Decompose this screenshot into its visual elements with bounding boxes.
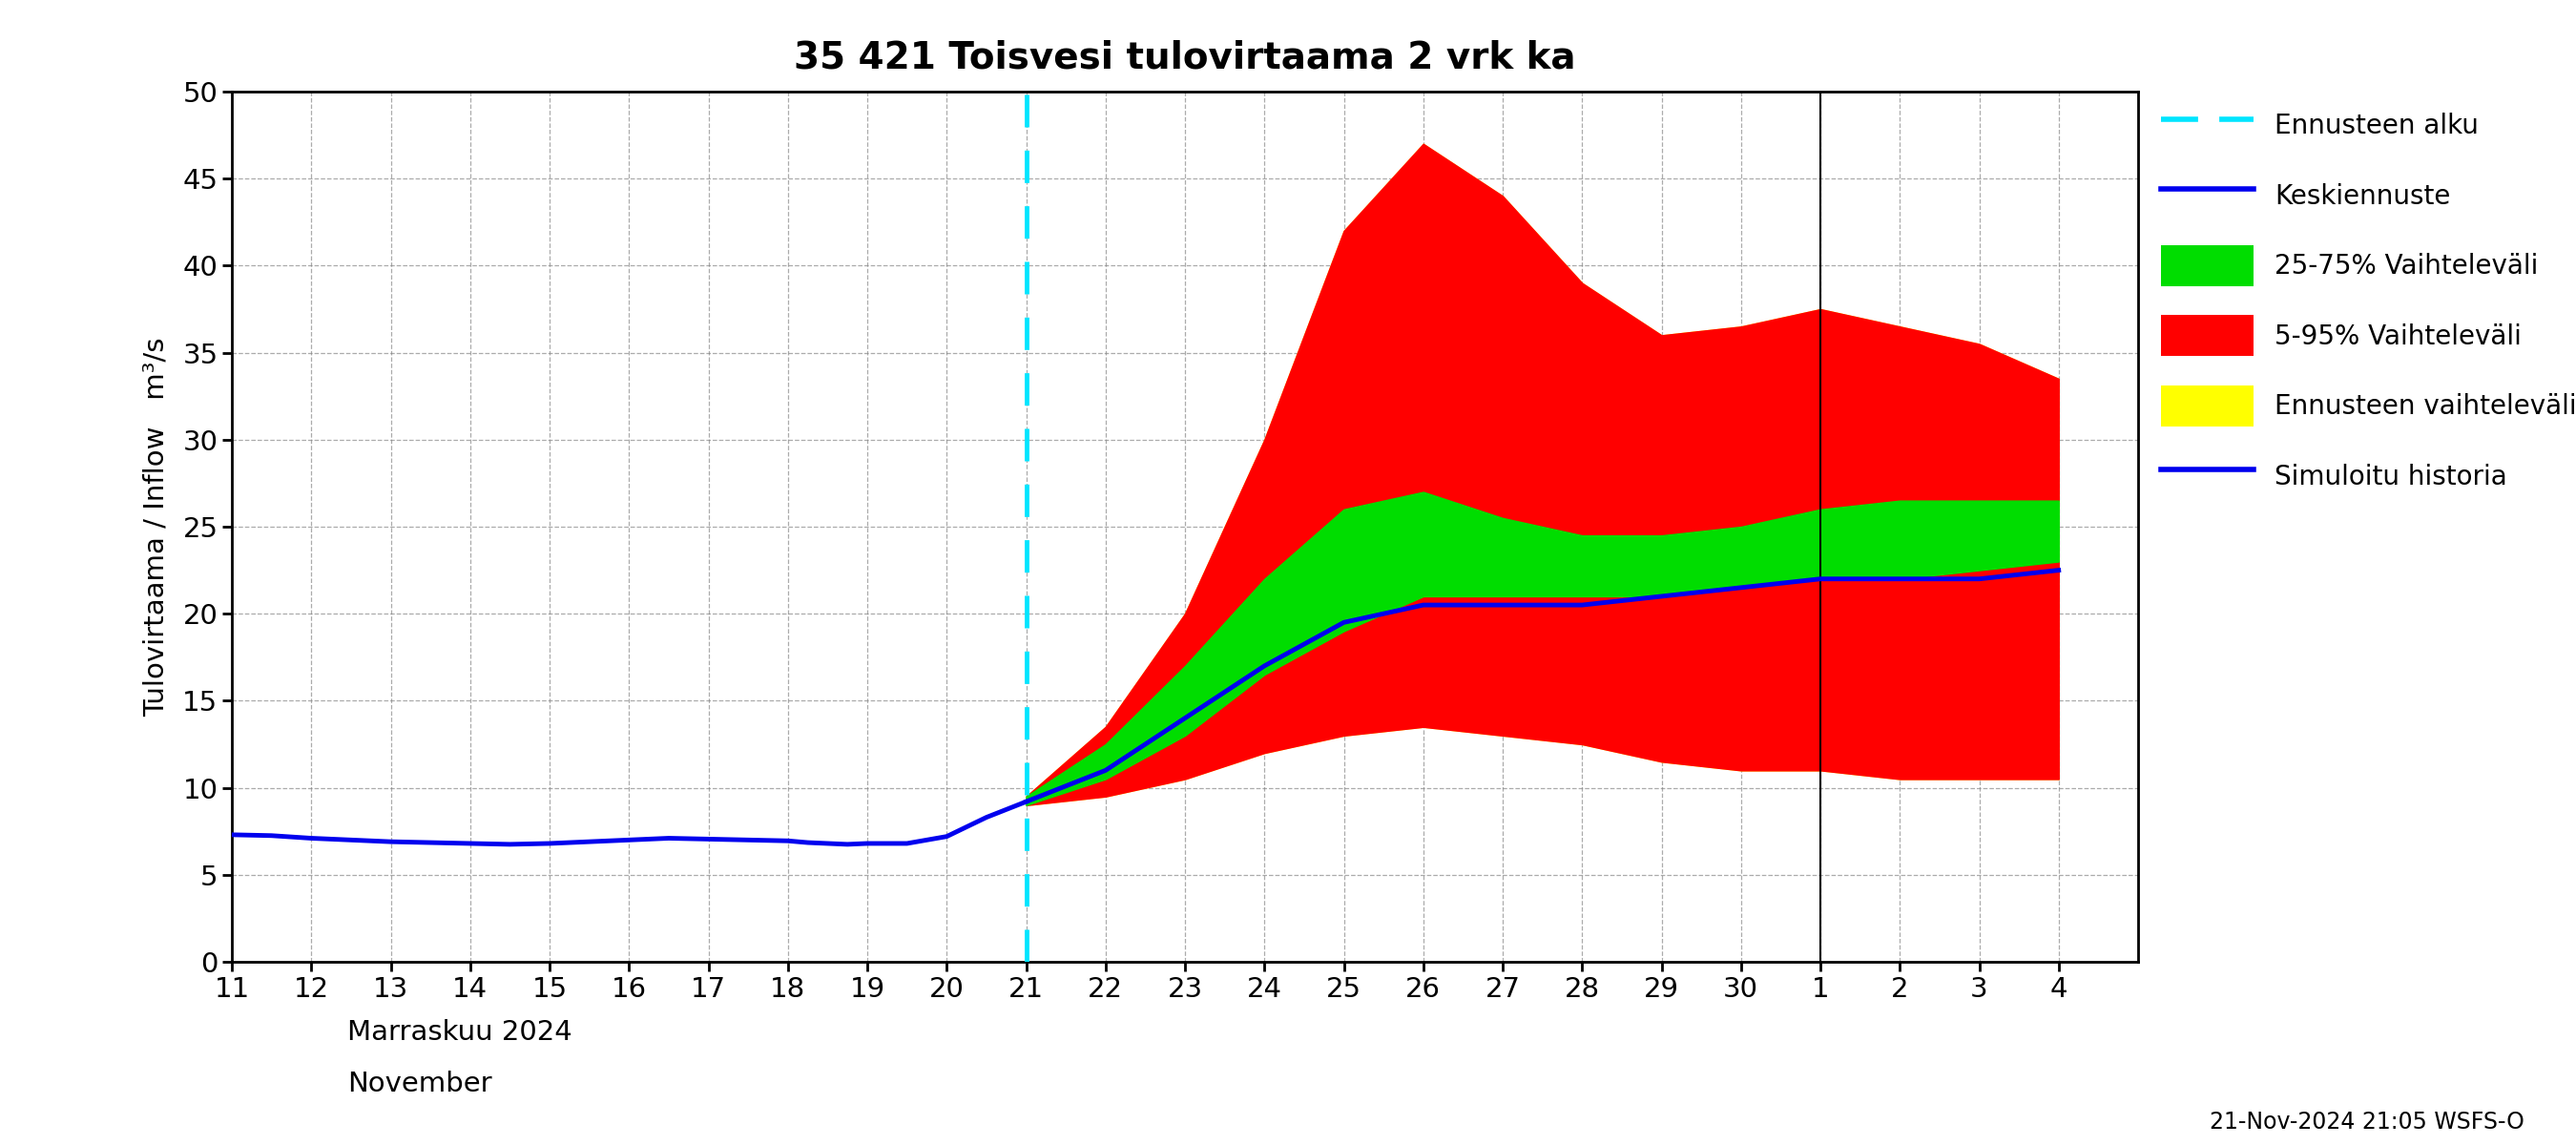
Legend: Ennusteen alku, Keskiennuste, 25-75% Vaihteleväli, 5-95% Vaihteleväli, Ennusteen: Ennusteen alku, Keskiennuste, 25-75% Vai…: [2148, 92, 2576, 510]
Title: 35 421 Toisvesi tulovirtaama 2 vrk ka: 35 421 Toisvesi tulovirtaama 2 vrk ka: [793, 39, 1577, 76]
Text: 21-Nov-2024 21:05 WSFS-O: 21-Nov-2024 21:05 WSFS-O: [2210, 1111, 2524, 1134]
Y-axis label: Tulovirtaama / Inflow   m³/s: Tulovirtaama / Inflow m³/s: [142, 337, 170, 717]
Text: Marraskuu 2024: Marraskuu 2024: [348, 1019, 572, 1045]
Text: November: November: [348, 1071, 492, 1097]
